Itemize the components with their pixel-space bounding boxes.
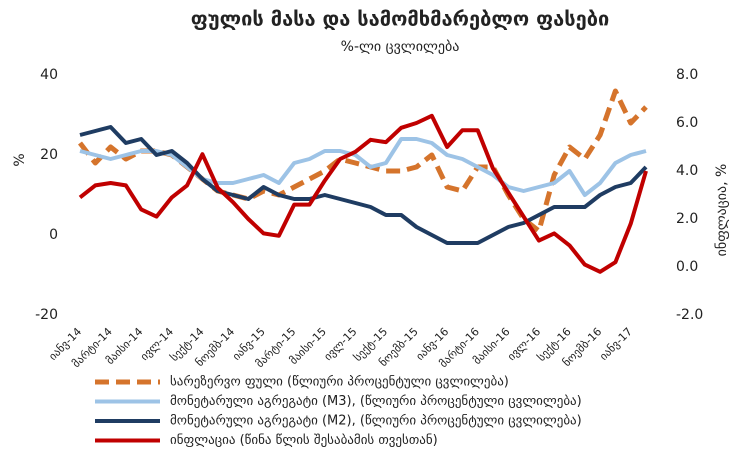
legend-label: მონეტარული აგრეგატი (M2), (წლიური პროცენ… <box>170 414 582 429</box>
y2-tick-label: 6.0 <box>676 115 698 131</box>
y2-tick-label: 8.0 <box>676 67 698 83</box>
legend-label: სარეზერვო ფული (წლიური პროცენტული ცვლილე… <box>170 375 509 390</box>
y-tick-label: 20 <box>40 147 58 163</box>
chart-subtitle: %-ლი ცვლილება <box>341 39 460 55</box>
y-tick-label: 0 <box>49 227 58 243</box>
y2-tick-label: -2.0 <box>676 307 703 323</box>
chart-title: ფულის მასა და სამომხმარებლო ფასები <box>191 7 609 31</box>
y2-tick-label: 4.0 <box>676 163 698 179</box>
y2-axis-label: ინფლაცია, % <box>714 164 730 257</box>
series-line <box>79 125 648 245</box>
y2-tick-label: 2.0 <box>676 211 698 227</box>
y-tick-label: 40 <box>40 67 58 83</box>
y-axis-label: % <box>12 153 28 166</box>
series-line <box>79 137 647 197</box>
y-tick-label: -20 <box>35 307 58 323</box>
legend-label: ინფლაცია (წინა წლის შესაბამის თვესთან) <box>170 433 438 448</box>
y2-tick-label: 0.0 <box>676 259 698 275</box>
x-tick-label: იანვ-17 <box>597 325 635 363</box>
legend-label: მონეტარული აგრეგატი (M3), (წლიური პროცენ… <box>170 394 582 409</box>
series-line <box>78 113 648 274</box>
